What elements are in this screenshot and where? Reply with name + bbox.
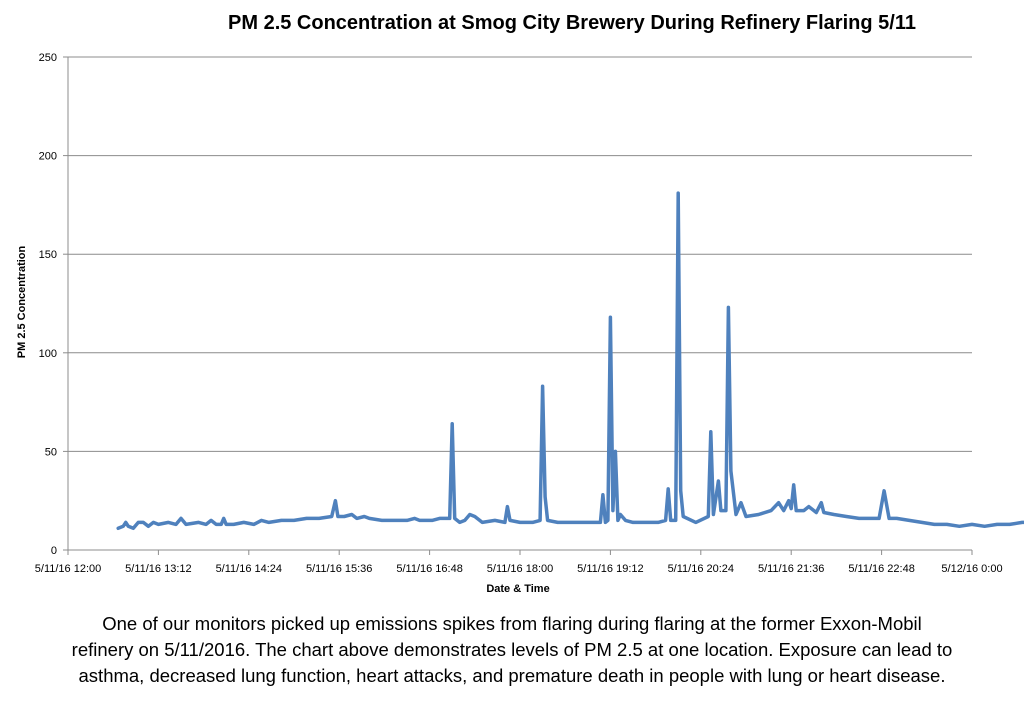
x-tick-label: 5/11/16 16:48 — [396, 563, 462, 575]
x-tick-label: 5/11/16 18:00 — [487, 563, 553, 575]
x-tick-label: 5/11/16 15:36 — [306, 563, 372, 575]
gridlines — [68, 56, 972, 452]
y-tick-label: 150 — [39, 249, 57, 261]
x-tick-label: 5/11/16 19:12 — [577, 563, 643, 575]
caption-line-3: asthma, decreased lung function, heart a… — [78, 665, 946, 686]
x-tick-label: 5/11/16 21:36 — [758, 563, 824, 575]
y-tick-label: 250 — [39, 52, 57, 64]
y-tick-label: 200 — [39, 151, 57, 163]
axes — [63, 56, 973, 555]
y-axis-tick-labels: 0 50 100 150 200 250 — [39, 52, 57, 557]
pm25-series-line — [116, 191, 1024, 531]
x-tick-label: 5/11/16 22:48 — [848, 563, 914, 575]
y-axis-title: PM 2.5 Concentration — [16, 245, 28, 358]
caption: One of our monitors picked up emissions … — [0, 611, 1024, 689]
caption-line-2: refinery on 5/11/2016. The chart above d… — [71, 639, 953, 660]
x-tick-label: 5/12/16 0:00 — [941, 563, 1002, 575]
x-tick-label: 5/11/16 20:24 — [668, 563, 734, 575]
x-axis-title: Date & Time — [486, 583, 549, 595]
x-axis-tick-labels: 5/11/16 12:00 5/11/16 13:12 5/11/16 14:24 5… — [35, 563, 1003, 575]
x-tick-label: 5/11/16 14:24 — [216, 563, 282, 575]
y-tick-label: 0 — [51, 545, 57, 557]
chart-title: PM 2.5 Concentration at Smog City Brewer… — [228, 12, 916, 34]
caption-line-1: One of our monitors picked up emissions … — [102, 613, 922, 634]
y-tick-label: 50 — [45, 446, 57, 458]
y-tick-label: 100 — [39, 348, 57, 360]
series-layer — [116, 191, 1024, 531]
x-tick-label: 5/11/16 12:00 — [35, 563, 101, 575]
x-tick-label: 5/11/16 13:12 — [125, 563, 191, 575]
pm25-line-chart: 0 50 100 150 200 250 5/11/16 12:00 5/11/16 13:… — [16, 52, 1024, 595]
